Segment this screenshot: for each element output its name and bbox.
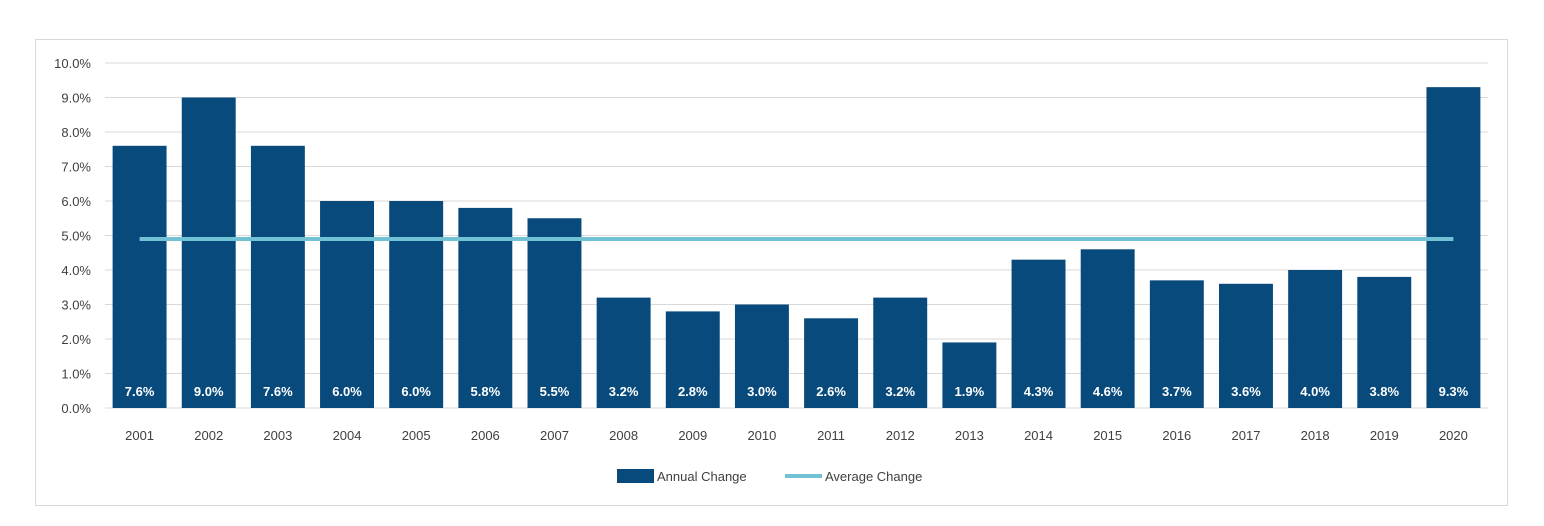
bar-2002 (181, 97, 236, 408)
x-tick-label-2006: 2006 (471, 428, 500, 443)
legend-swatch-annual-change (617, 469, 654, 483)
bar-2014 (1011, 259, 1066, 408)
data-label-2015: 4.6% (1093, 384, 1123, 399)
x-tick-label-2012: 2012 (886, 428, 915, 443)
data-label-2009: 2.8% (678, 384, 708, 399)
data-label-2013: 1.9% (955, 384, 985, 399)
bar-2013 (942, 342, 997, 408)
data-label-2006: 5.8% (471, 384, 501, 399)
data-label-2007: 5.5% (540, 384, 570, 399)
y-tick-label: 9.0% (61, 91, 91, 106)
y-tick-label: 8.0% (61, 125, 91, 140)
bar-2011 (804, 318, 859, 408)
bar-2003 (250, 145, 305, 409)
data-label-2014: 4.3% (1024, 384, 1054, 399)
bar-2016 (1149, 280, 1204, 408)
x-tick-label-2020: 2020 (1439, 428, 1468, 443)
legend: Annual Change Average Change (617, 469, 922, 484)
x-tick-label-2016: 2016 (1162, 428, 1191, 443)
bar-2004 (320, 201, 374, 408)
bar-2020 (1426, 87, 1481, 409)
data-label-2019: 3.8% (1369, 384, 1399, 399)
x-tick-label-2017: 2017 (1232, 428, 1261, 443)
y-tick-label: 2.0% (61, 332, 91, 347)
y-tick-label: 5.0% (61, 229, 91, 244)
x-tick-label-2001: 2001 (125, 428, 154, 443)
data-label-2008: 3.2% (609, 384, 639, 399)
bar-2012 (873, 297, 928, 408)
annual-change-chart: 7.6% 9.0% 7.6% 6.0% 6.0% 5.8% 5.5% 3.2% 2.8% 3.0%… (54, 56, 1488, 484)
bar-2015 (1080, 249, 1135, 408)
y-tick-label: 7.0% (61, 160, 91, 175)
y-axis: 0.0% 1.0% 2.0% 3.0% 4.0% 5.0% 6.0% 7.0% 8.0% 9.0%… (54, 56, 91, 416)
x-tick-label-2005: 2005 (402, 428, 431, 443)
data-label-2005: 6.0% (401, 384, 431, 399)
bar-2010 (734, 304, 789, 408)
x-tick-label-2011: 2011 (817, 428, 845, 443)
y-tick-label: 1.0% (61, 367, 91, 382)
data-label-2020: 9.3% (1439, 384, 1469, 399)
bar-2001 (112, 145, 167, 409)
x-tick-label-2004: 2004 (333, 428, 362, 443)
y-tick-label: 10.0% (54, 56, 91, 71)
bar-2006 (458, 207, 513, 408)
data-label-2001: 7.6% (125, 384, 155, 399)
legend-label-average-change: Average Change (825, 469, 922, 484)
x-tick-label-2007: 2007 (540, 428, 569, 443)
x-tick-label-2019: 2019 (1370, 428, 1399, 443)
bar-2007 (527, 218, 582, 408)
x-tick-label-2002: 2002 (194, 428, 223, 443)
x-tick-label-2018: 2018 (1301, 428, 1330, 443)
data-label-2017: 3.6% (1231, 384, 1261, 399)
bar-2009 (665, 311, 720, 408)
y-tick-label: 4.0% (61, 263, 91, 278)
y-tick-label: 0.0% (61, 401, 91, 416)
x-tick-label-2010: 2010 (747, 428, 776, 443)
data-label-2002: 9.0% (194, 384, 224, 399)
x-tick-label-2009: 2009 (678, 428, 707, 443)
chart-frame: 7.6% 9.0% 7.6% 6.0% 6.0% 5.8% 5.5% 3.2% 2.8% 3.0%… (35, 39, 1508, 506)
x-tick-label-2014: 2014 (1024, 428, 1053, 443)
gridlines (105, 62, 1488, 409)
bar-2019 (1357, 276, 1412, 408)
bar-2018 (1288, 270, 1343, 408)
bar-2017 (1219, 283, 1273, 408)
data-label-2010: 3.0% (747, 384, 777, 399)
y-tick-label: 6.0% (61, 194, 91, 209)
x-axis: 2001 2002 2003 2004 2005 2006 2007 2008 2009 2010… (125, 428, 1468, 443)
data-label-2004: 6.0% (332, 384, 362, 399)
data-label-2011: 2.6% (816, 384, 846, 399)
bar-2005 (389, 201, 444, 408)
x-tick-label-2003: 2003 (263, 428, 292, 443)
x-tick-label-2008: 2008 (609, 428, 638, 443)
bars (112, 87, 1481, 409)
data-label-2012: 3.2% (885, 384, 915, 399)
data-label-2003: 7.6% (263, 384, 293, 399)
y-tick-label: 3.0% (61, 298, 91, 313)
data-labels: 7.6% 9.0% 7.6% 6.0% 6.0% 5.8% 5.5% 3.2% 2.8% 3.0%… (125, 384, 1469, 399)
data-label-2018: 4.0% (1300, 384, 1330, 399)
bar-2008 (596, 297, 651, 408)
x-tick-label-2013: 2013 (955, 428, 984, 443)
data-label-2016: 3.7% (1162, 384, 1192, 399)
legend-label-annual-change: Annual Change (657, 469, 747, 484)
x-tick-label-2015: 2015 (1093, 428, 1122, 443)
